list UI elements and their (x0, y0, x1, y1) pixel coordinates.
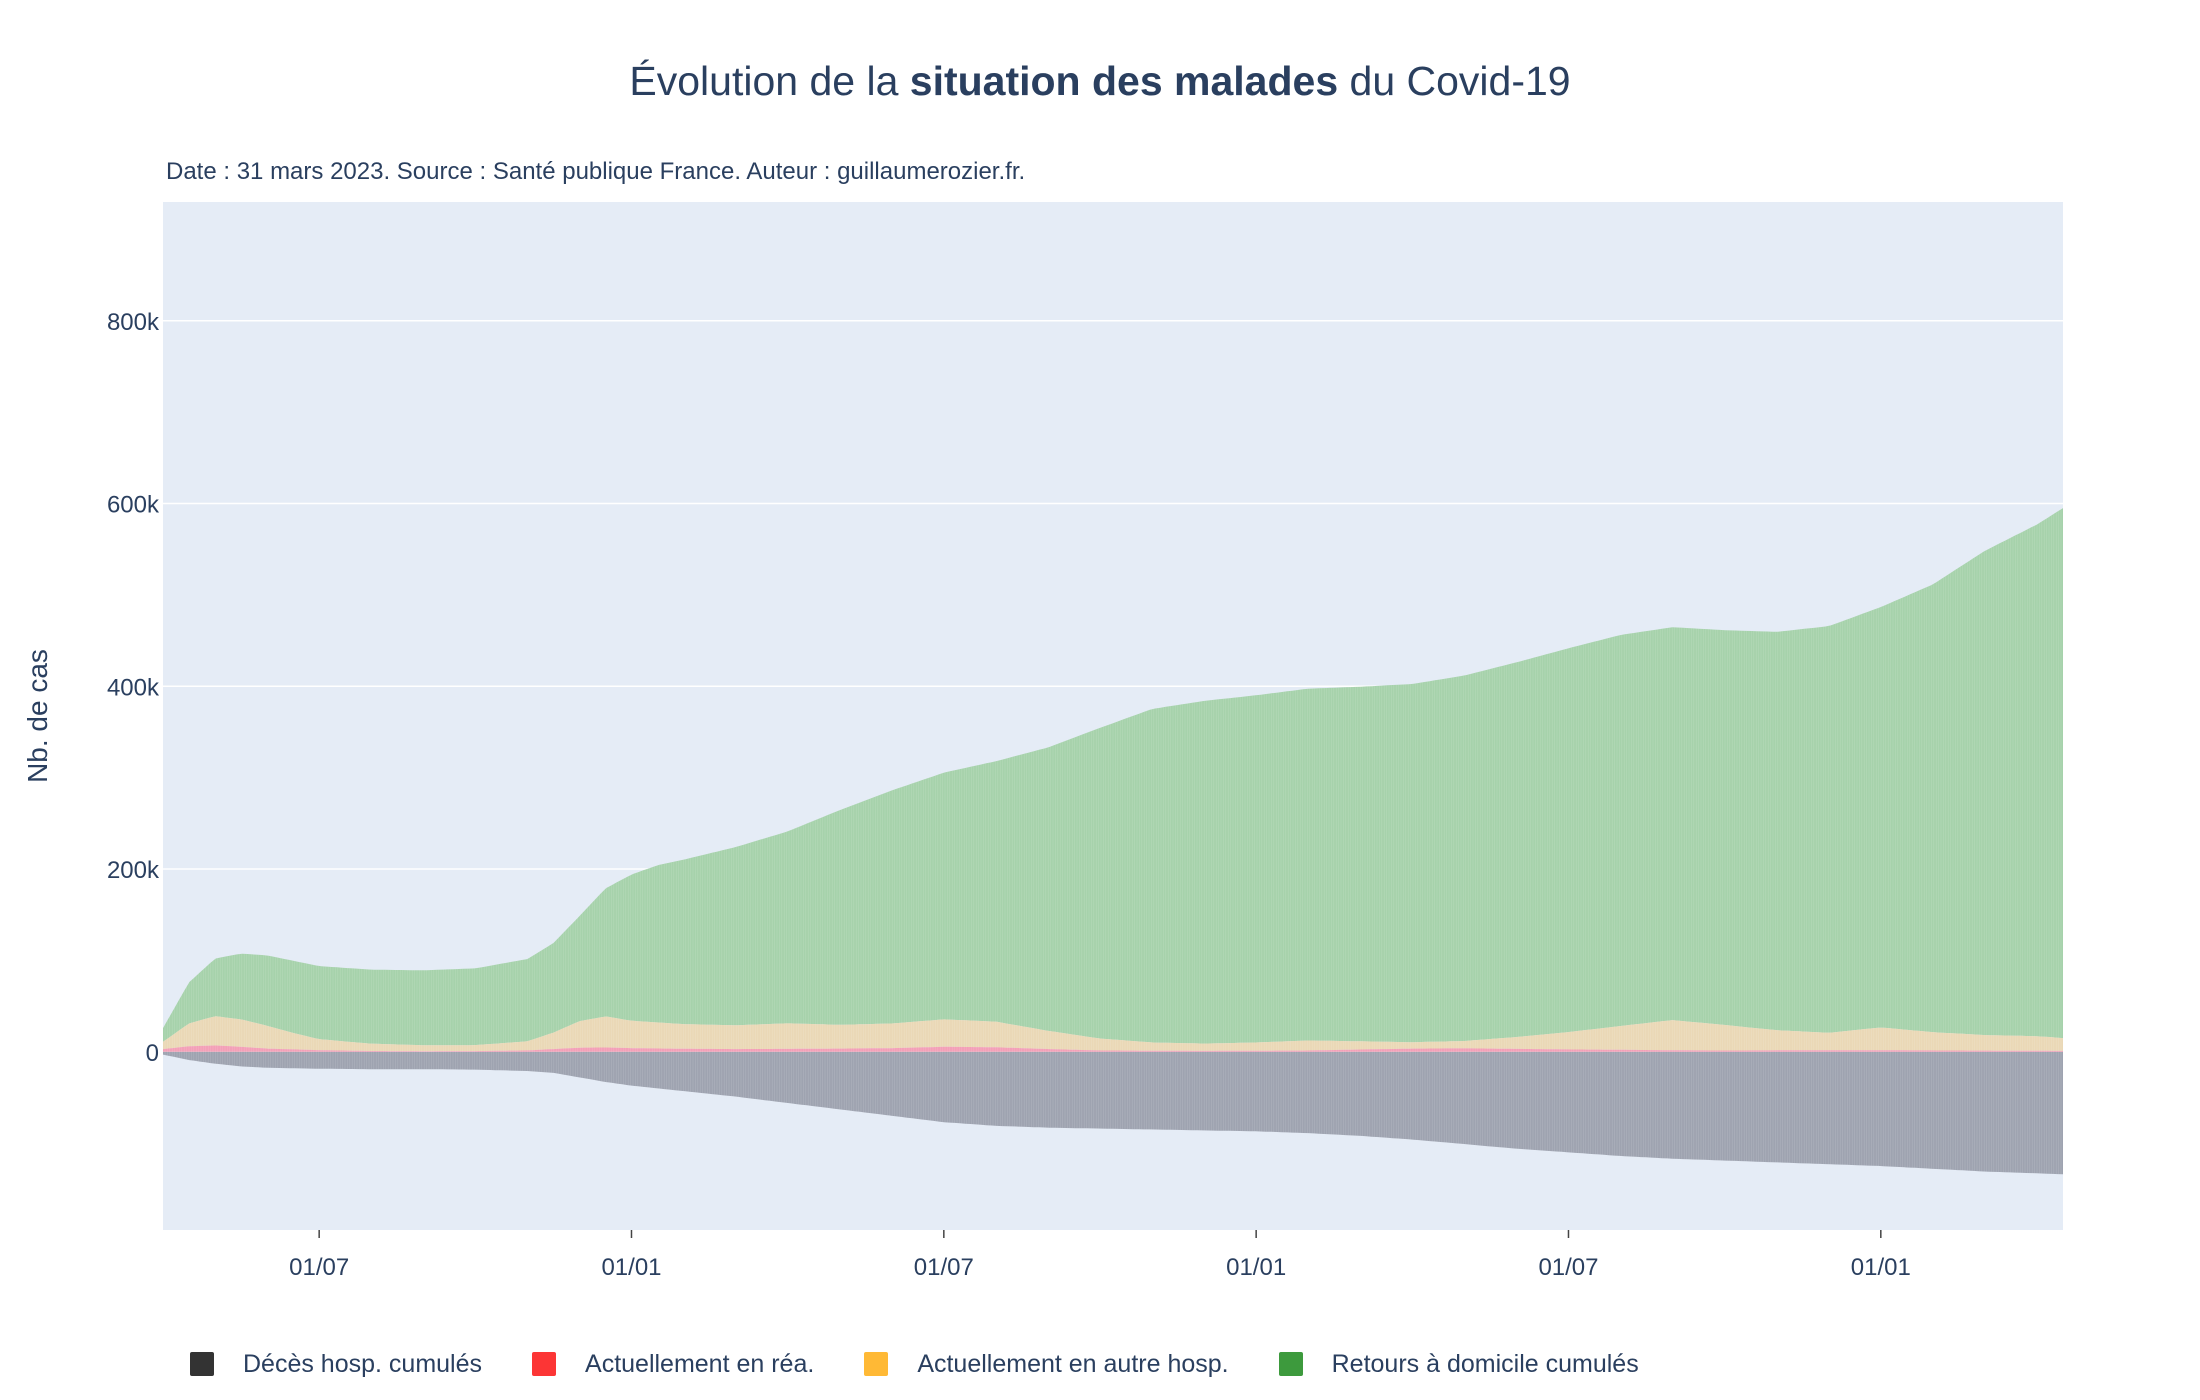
y-tick-label: 600k (107, 492, 160, 519)
area-deces-hosp-cumules (163, 1051, 2063, 1175)
area-retours-domicile-cumules (163, 508, 2063, 1046)
legend-swatch-rea (532, 1352, 557, 1376)
area-actuellement-rea (163, 1045, 2063, 1052)
legend-swatch-deces (190, 1352, 214, 1376)
legend: Décès hosp. cumulés Actuellement en réa.… (190, 1344, 1689, 1384)
area-actuellement-autre-hosp (163, 1016, 2063, 1052)
y-tick-label: 800k (107, 309, 160, 336)
y-axis-label: Nb. de cas (22, 649, 53, 783)
x-tick-label: 01/01 (1226, 1254, 1286, 1281)
y-tick-label: 400k (107, 674, 160, 701)
series-areas (163, 508, 2063, 1175)
x-tick-label: 01/07 (1538, 1254, 1598, 1281)
x-ticks: 01/07 01/01 01/07 01/01 01/07 01/01 (289, 1230, 1911, 1281)
legend-item-deces[interactable]: Décès hosp. cumulés (190, 1350, 482, 1379)
legend-label-rad: Retours à domicile cumulés (1331, 1349, 1639, 1378)
legend-label-hosp: Actuellement en autre hosp. (917, 1349, 1229, 1378)
y-tick-labels: 0 200k 400k 600k 800k (107, 309, 160, 1067)
chart-title-suffix: du Covid-19 (1338, 58, 1571, 104)
chart-subtitle: Date : 31 mars 2023. Source : Santé publ… (166, 158, 1026, 185)
legend-label-deces: Décès hosp. cumulés (243, 1349, 483, 1378)
x-tick-label: 01/01 (601, 1254, 661, 1281)
chart-title: Évolution de la situation des malades du… (0, 58, 2200, 105)
chart-title-bold: situation des malades (909, 58, 1339, 104)
y-tick-label: 200k (107, 857, 160, 884)
legend-swatch-hosp (864, 1352, 889, 1376)
x-tick-label: 01/07 (289, 1254, 349, 1281)
y-tick-label: 0 (146, 1040, 159, 1067)
bar-texture (164, 509, 2062, 1175)
x-tick-label: 01/01 (1851, 1254, 1911, 1281)
legend-label-rea: Actuellement en réa. (585, 1349, 815, 1378)
legend-swatch-rad (1278, 1352, 1303, 1376)
chart-title-prefix: Évolution de la (629, 58, 910, 104)
legend-item-hosp[interactable]: Actuellement en autre hosp. (864, 1349, 1229, 1379)
legend-item-rea[interactable]: Actuellement en réa. (532, 1350, 814, 1379)
x-tick-label: 01/07 (914, 1254, 974, 1281)
legend-item-rad[interactable]: Retours à domicile cumulés (1278, 1349, 1639, 1379)
